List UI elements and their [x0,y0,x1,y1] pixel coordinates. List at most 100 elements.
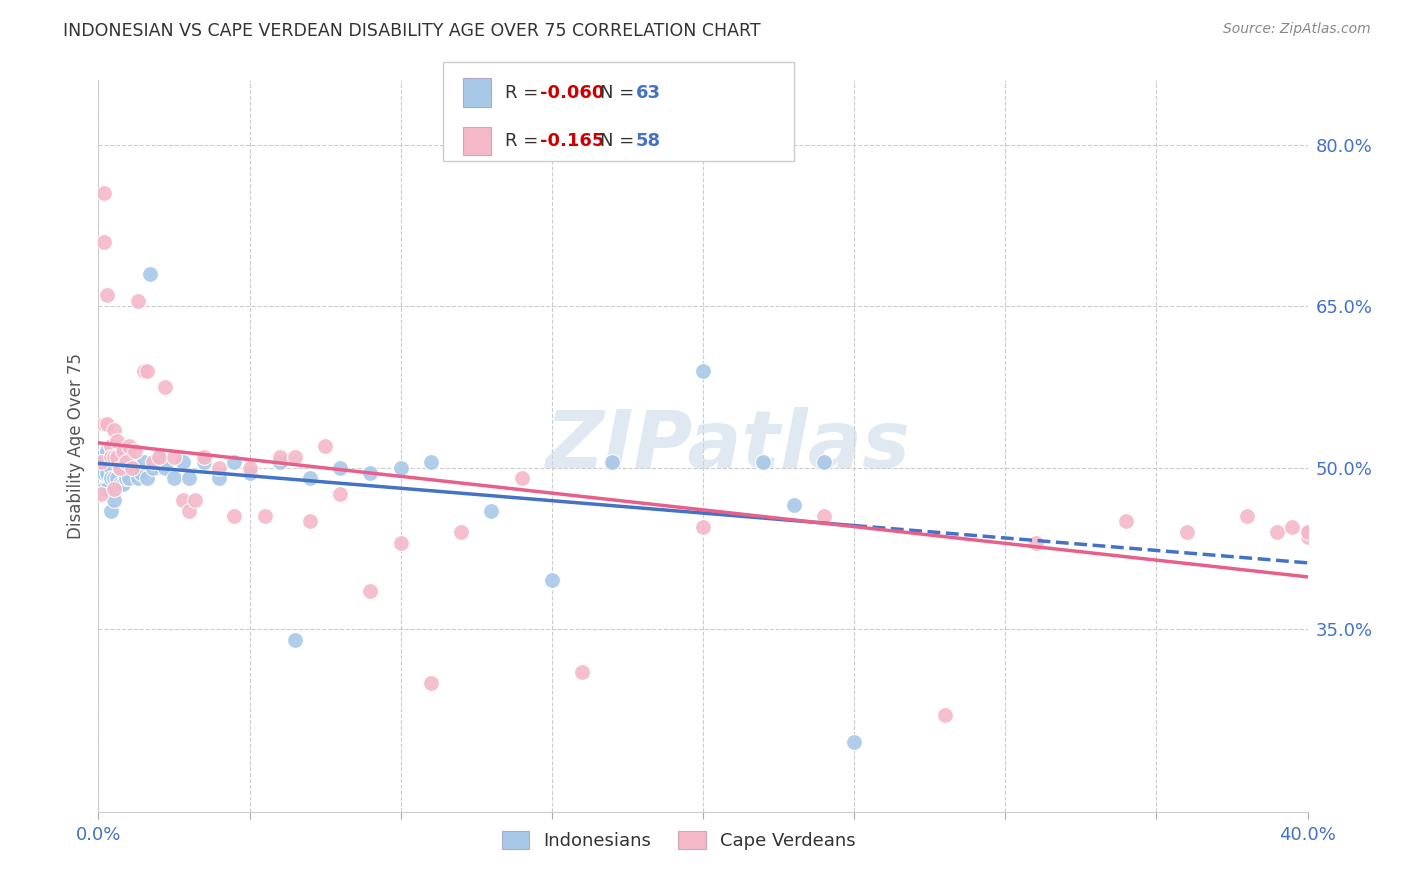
Point [111,476,134,491]
Point [269,455,291,469]
Point [142,460,165,475]
Text: Source: ZipAtlas.com: Source: ZipAtlas.com [1223,22,1371,37]
Point [103,439,125,453]
Point [163,471,186,485]
Point [108,450,131,464]
Point [118,439,141,453]
Point [1281,519,1303,533]
Point [129,466,152,480]
Point [127,293,149,308]
Point [111,444,134,458]
Point [179,471,201,485]
Text: N =: N = [600,132,640,150]
Point [602,455,624,469]
Text: ZIPatlas: ZIPatlas [544,407,910,485]
Point [813,455,835,469]
Text: -0.165: -0.165 [540,132,605,150]
Point [360,466,382,480]
Point [844,735,866,749]
Point [224,508,246,523]
Point [93,235,115,249]
Point [108,476,131,491]
Point [420,455,443,469]
Point [208,460,231,475]
Point [105,450,128,464]
Point [93,186,115,201]
Point [96,417,118,432]
Text: R =: R = [505,84,544,102]
Point [108,460,131,475]
Point [571,665,593,679]
Point [127,471,149,485]
Point [224,455,246,469]
Point [132,364,155,378]
Point [100,460,122,475]
Point [314,439,336,453]
Point [1296,524,1319,539]
Point [105,444,128,458]
Point [783,498,806,512]
Point [90,455,112,469]
Point [103,450,125,464]
Point [135,364,157,378]
Point [105,455,128,469]
Point [239,460,262,475]
Point [96,455,118,469]
Point [163,450,186,464]
Y-axis label: Disability Age Over 75: Disability Age Over 75 [66,353,84,539]
Point [481,503,503,517]
Point [239,466,262,480]
Point [96,466,118,480]
Point [208,471,231,485]
Point [510,471,533,485]
Point [90,487,112,501]
Point [93,455,115,469]
Point [450,524,472,539]
Text: 58: 58 [636,132,661,150]
Point [813,508,835,523]
Point [389,536,412,550]
Point [1296,524,1319,539]
Point [93,482,115,496]
Point [121,460,143,475]
Point [269,450,291,464]
Point [124,460,146,475]
Point [114,471,136,485]
Point [142,455,165,469]
Point [253,508,276,523]
Point [111,460,134,475]
Point [139,267,162,281]
Point [329,460,352,475]
Text: N =: N = [600,84,640,102]
Point [540,574,562,588]
Point [284,450,307,464]
Point [193,455,215,469]
Point [90,460,112,475]
Point [284,632,307,647]
Point [1236,508,1258,523]
Point [103,423,125,437]
Text: R =: R = [505,132,544,150]
Point [1296,530,1319,544]
Point [100,439,122,453]
Point [1267,524,1289,539]
Point [172,492,194,507]
Point [172,455,194,469]
Point [96,288,118,302]
Point [179,503,201,517]
Point [103,492,125,507]
Point [93,466,115,480]
Point [96,482,118,496]
Point [114,455,136,469]
Point [100,450,122,464]
Text: -0.060: -0.060 [540,84,605,102]
Point [118,450,141,464]
Point [121,455,143,469]
Point [148,450,170,464]
Point [108,460,131,475]
Point [1175,524,1198,539]
Point [103,450,125,464]
Point [193,450,215,464]
Point [103,482,125,496]
Point [105,471,128,485]
